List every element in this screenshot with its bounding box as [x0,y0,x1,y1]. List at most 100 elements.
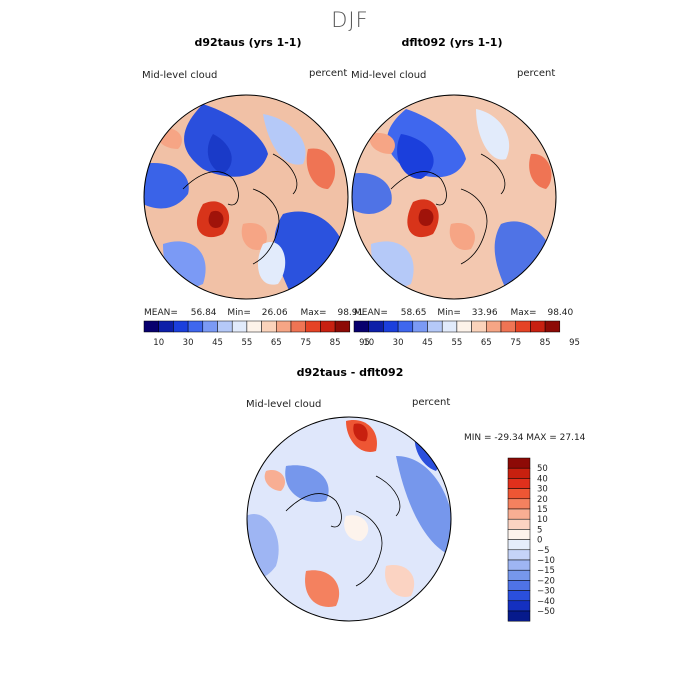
contour-white [258,242,286,285]
colorbar-swatch [305,320,321,333]
colorbar-tick-label: −5 [537,546,550,556]
coastline [272,153,298,195]
colorbar-swatch [231,320,248,333]
colorbar-tick-label: 15 [537,505,548,515]
panel-1-stats: MEAN= 56.84 Min= 26.06 Max= 98.91 [144,308,363,318]
panel-1-title: d92taus (yrs 1-1) [194,36,302,49]
contour-blue [352,173,392,214]
colorbar-swatch [320,320,336,333]
colorbar-swatch [507,488,531,500]
colorbar-swatch [471,320,487,333]
colorbar-tick-label: −20 [537,576,555,586]
map-border [246,416,452,622]
colorbar-tick-label: −50 [537,607,555,617]
contour-blue [144,163,189,209]
panel-2-units: percent [517,68,556,79]
colorbar-swatch [187,320,204,333]
max-value: 98.91 [337,308,364,318]
max-value: 98.40 [547,308,574,318]
panel-2-colorbar: 10 30 45 55 65 75 85 95 [353,320,580,348]
colorbar-tick-label: 5 [537,525,542,535]
colorbar-tick-label: 30 [393,338,404,348]
colorbar-swatch [456,320,472,333]
colorbar-swatch [507,600,531,612]
colorbar-tick-label: 75 [510,338,521,348]
contour-darkred [353,423,368,442]
colorbar-tick-label: 45 [212,338,223,348]
panel-2-map [351,94,557,300]
colorbar-swatch [276,320,292,333]
panel-1-map [143,94,349,300]
min-label: Min= [227,308,251,318]
contour-blue [184,104,268,177]
coastline [355,510,383,587]
colorbar-swatch [158,320,174,333]
colorbar-tick-label: 95 [569,338,580,348]
colorbar-tick-label: −30 [537,587,555,597]
colorbar-tick-label: −40 [537,597,555,607]
colorbar-tick-label: 30 [537,485,548,495]
colorbar-swatch [507,478,531,489]
colorbar-swatch [143,320,159,333]
min-value: 33.96 [471,308,498,318]
colorbar-swatch [334,320,351,333]
diff-panel-units: percent [412,397,451,408]
colorbar-tick-label: −15 [537,566,555,576]
colorbar-tick-label: 55 [451,338,462,348]
colorbar-swatch [530,320,546,333]
contour-orange [529,153,552,189]
colorbar-tick-label: 55 [241,338,252,348]
colorbar-swatch [397,320,414,333]
contour-blue [397,134,434,179]
panel-1-variable: Mid-level cloud [142,70,218,81]
colorbar-swatch [507,610,531,622]
colorbar-swatch [441,320,458,333]
figure-title: DJF [331,8,369,32]
colorbar-swatch [544,320,561,333]
colorbar-swatch [507,467,531,479]
colorbar-swatch [507,590,531,602]
contour-white [476,109,510,160]
mean-label: MEAN= [354,308,388,318]
map-border [351,94,557,300]
contour-orange [305,570,340,607]
colorbar-swatch [507,559,531,571]
contour-orange [306,148,336,189]
panel-2-title: dflt092 (yrs 1-1) [401,36,503,49]
colorbar-swatch [383,320,399,333]
coastline [252,188,280,265]
colorbar-swatch [368,320,384,333]
colorbar-tick-label: 85 [540,338,551,348]
contour-darkred [418,208,434,226]
colorbar-tick-label: 50 [537,464,548,474]
colorbar-swatch [412,320,428,333]
colorbar-tick-label: 65 [481,338,492,348]
colorbar-swatch [261,320,277,333]
colorbar-swatch [353,320,369,333]
colorbar-swatch [217,320,233,333]
min-value: 26.06 [261,308,288,318]
colorbar-swatch [486,320,502,333]
diff-panel-map [246,416,452,622]
panel-2-variable: Mid-level cloud [351,70,427,81]
colorbar-swatch [507,508,531,520]
colorbar-swatch [500,320,516,333]
coastline [390,171,447,206]
mean-label: MEAN= [144,308,178,318]
diff-panel-variable: Mid-level cloud [246,399,322,410]
coastline [460,188,488,265]
contour-orange [241,223,267,250]
coastline [182,171,239,206]
colorbar-tick-label: 65 [271,338,282,348]
max-label: Max= [300,308,327,318]
colorbar-tick-label: 20 [537,495,548,505]
contour-blue [207,134,232,174]
diff-panel-title: d92taus - dflt092 [296,366,404,379]
contour-blue [285,465,329,502]
colorbar-tick-label: −10 [537,556,555,566]
panel-1-units: percent [309,68,348,79]
contour-orange [369,133,395,154]
colorbar-tick-label: 40 [537,474,548,484]
colorbar-swatch [427,320,443,333]
